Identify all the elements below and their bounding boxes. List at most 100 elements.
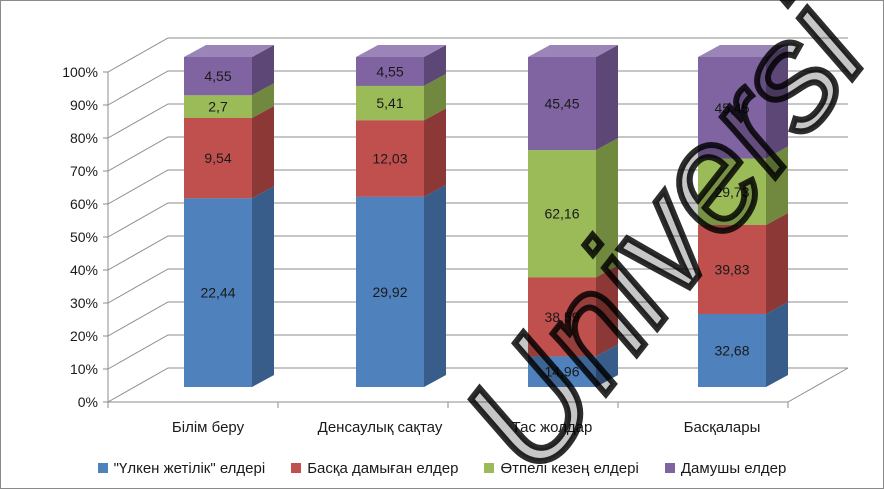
bar-side [766, 301, 788, 387]
bar-side [424, 45, 446, 86]
data-label: 45,45 [544, 96, 579, 112]
data-label: 39,83 [714, 261, 749, 277]
bar-segment [184, 105, 274, 199]
gridline [107, 268, 848, 304]
bar-front [528, 277, 596, 357]
data-label: 38,59 [544, 309, 579, 325]
data-label: 45,45 [714, 100, 749, 116]
data-label: 2,7 [208, 99, 228, 115]
bar-front [528, 150, 596, 278]
y-tick-label: 100% [62, 64, 98, 80]
gridline [107, 169, 848, 205]
bar-front [698, 224, 766, 314]
gridline [107, 367, 848, 403]
bar-segment [184, 45, 274, 96]
data-label: 14,96 [544, 364, 579, 380]
x-category-label: Тас жолдар [512, 419, 593, 436]
bar-front [184, 198, 252, 387]
x-category-label: Басқалары [684, 419, 761, 436]
y-tick-label: 70% [70, 163, 98, 179]
bar-side [424, 108, 446, 197]
data-label: 4,55 [376, 63, 403, 79]
data-label: 22,44 [200, 285, 235, 301]
bar-side [596, 265, 618, 357]
y-tick-label: 80% [70, 130, 98, 146]
bar-front [184, 117, 252, 199]
bar-side [252, 83, 274, 118]
bar-side [766, 212, 788, 314]
gridline [107, 70, 848, 106]
gridline [107, 37, 848, 73]
bar-top [528, 45, 618, 57]
bar-side [596, 138, 618, 278]
x-category-label: Білім беру [172, 419, 245, 436]
bar-top [698, 45, 788, 57]
bar-front [698, 313, 766, 387]
bar-segment [528, 138, 618, 278]
data-label: 5,41 [376, 95, 403, 111]
bar-front [528, 356, 596, 387]
bar-side [596, 344, 618, 387]
gridline [107, 301, 848, 337]
data-label: 12,03 [372, 151, 407, 167]
data-label: 4,55 [204, 68, 231, 84]
bar-front [184, 57, 252, 96]
bar-front [356, 196, 424, 387]
bar-top [356, 45, 446, 57]
legend-swatch [97, 463, 108, 473]
gridline [107, 334, 848, 370]
bar-segment [528, 45, 618, 151]
y-tick-label: 50% [70, 229, 98, 245]
chart-legend: "Үлкен жетілік" елдері Басқа дамыған елде… [0, 455, 884, 481]
legend-swatch [664, 463, 675, 473]
gridline [107, 202, 848, 238]
data-label: 32,68 [714, 342, 749, 358]
data-label: 29,73 [714, 184, 749, 200]
legend-item: Басқа дамыған елдер [291, 460, 458, 477]
data-label: 62,16 [544, 206, 579, 222]
bar-side [596, 45, 618, 151]
y-tick-label: 90% [70, 97, 98, 113]
gridline [107, 103, 848, 139]
bar-front [356, 120, 424, 197]
bar-front [356, 85, 424, 121]
bar-front [698, 158, 766, 225]
y-tick-label: 40% [70, 262, 98, 278]
bar-side [252, 45, 274, 96]
bar-side [252, 105, 274, 199]
bar-segment [356, 45, 446, 86]
y-tick-label: 30% [70, 295, 98, 311]
floor-side-edge [787, 367, 849, 403]
bar-front [356, 57, 424, 86]
bar-top [184, 45, 274, 57]
bar-front [528, 57, 596, 151]
bar-side [424, 184, 446, 387]
data-label: 9,54 [204, 150, 231, 166]
y-tick-label: 0% [78, 394, 98, 410]
bar-front [698, 57, 766, 159]
data-label: 29,92 [372, 284, 407, 300]
gridline [107, 136, 848, 172]
legend-swatch [484, 463, 495, 473]
y-tick-label: 10% [70, 361, 98, 377]
bar-side [766, 45, 788, 159]
legend-label: "Үлкен жетілік" елдері [113, 459, 266, 477]
bar-side [766, 146, 788, 225]
bar-segment [698, 45, 788, 159]
bar-front [184, 95, 252, 118]
legend-swatch [291, 463, 302, 473]
y-tick-label: 60% [70, 196, 98, 212]
legend-item: Дамушы елдер [664, 459, 787, 477]
legend-label: Дамушы елдер [680, 459, 787, 477]
y-tick-label: 20% [70, 328, 98, 344]
x-category-label: Денсаулық сақтау [318, 419, 443, 436]
legend-label: Басқа дамыған елдер [307, 459, 459, 477]
legend-item: "Үлкен жетілік" елдері [97, 459, 266, 477]
bar-side [424, 73, 446, 121]
bar-segment [356, 184, 446, 387]
legend-label: Өтпелі кезең елдері [500, 459, 639, 477]
bar-segment [184, 186, 274, 387]
bar-side [252, 186, 274, 387]
